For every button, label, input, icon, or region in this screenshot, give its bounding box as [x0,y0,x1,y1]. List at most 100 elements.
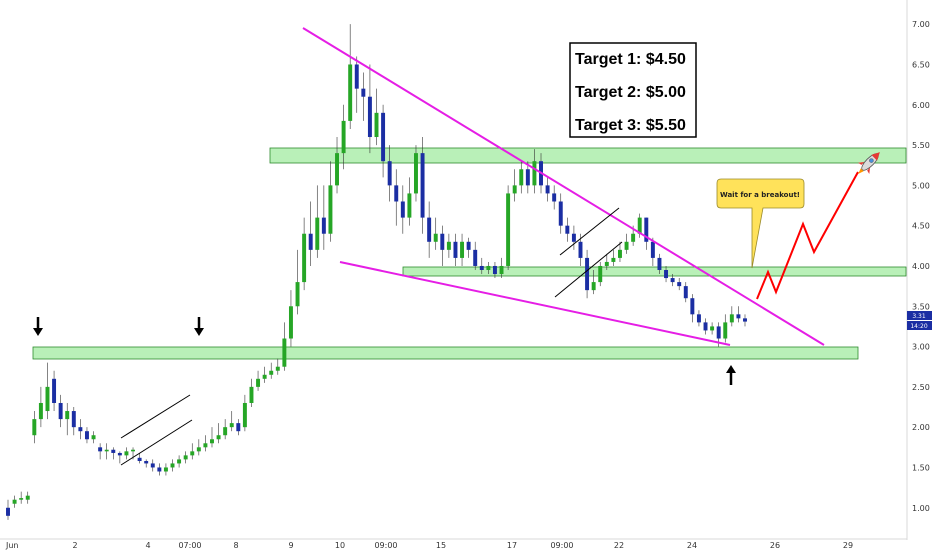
candle-body [414,153,418,194]
candle-body [45,386,50,412]
y-tick-label: 1.50 [912,463,930,472]
arrow-down-icon [194,317,204,336]
candle-body [598,265,603,283]
candle-body [525,169,530,186]
candle-body [52,378,57,403]
target-1-label: Target 1: $4.50 [575,51,686,68]
time-axis: Jun 2 4 07:00 8 9 10 09:00 15 17 09:00 22 24 26 29 [0,538,907,550]
candle-body [190,451,195,456]
candle-body [433,233,438,242]
candle-body [98,447,103,452]
candle-body [117,452,122,456]
y-tick-label: 2.00 [912,423,930,432]
candle-body [288,306,293,339]
wedge-upper-line [302,27,825,346]
candle-body [460,241,465,258]
x-tick-label: 26 [770,541,780,550]
wedge-lower-line [339,261,731,346]
y-tick-label: 2.50 [912,383,930,392]
candle-body [664,270,669,279]
y-tick-label: 4.00 [912,262,930,271]
candle-body [150,463,155,468]
candle-body [670,278,675,283]
candle-body [492,265,497,275]
candle-body [743,318,747,322]
candle-body [210,439,214,444]
candle-body [348,64,353,121]
arrow-down-icon [33,317,43,336]
candle-body [407,193,412,218]
candle-body [6,507,10,516]
x-tick-label: 9 [288,541,293,550]
x-tick-label: 8 [233,541,238,550]
candle-body [262,374,267,379]
x-tick-label: 10 [335,541,345,550]
candle-body [453,241,458,258]
targets-box: Target 1: $4.50 Target 2: $5.00 Target 3… [569,42,697,138]
candle-body [604,261,609,266]
y-tick-label: 5.50 [912,141,930,150]
candle-body [545,185,550,194]
support-zone [32,346,859,360]
candle-body [223,427,228,436]
candle-body [710,326,715,331]
candle-body [163,467,168,472]
channel2-upper-line [559,207,620,256]
candle-body [591,282,596,291]
candle-body [256,378,261,387]
x-tick-label: 09:00 [550,541,573,550]
candle-body [302,233,307,283]
candle-body [512,185,517,194]
candle-body [565,225,570,234]
candle-body [631,233,636,242]
candle-body [532,161,537,186]
candle-body [177,459,182,464]
candle-body [242,402,247,428]
candle-body [19,498,24,500]
candle-body [111,449,116,453]
candle-body [677,282,682,287]
channel1-lower-line [120,419,193,466]
candle-body [486,265,491,270]
candle-body [25,495,30,500]
callout-text: Wait for a breakout! [720,191,800,199]
candle-body [729,314,734,323]
candle-body [387,161,392,186]
time-badge-label: 14:20 [910,323,927,330]
candle-body [275,366,280,371]
projection-path [756,171,859,300]
candle-body [124,451,129,456]
candle-body [236,423,241,432]
candle-body [84,431,89,440]
candle-body [683,286,688,299]
x-tick-label: 4 [145,541,150,550]
y-tick-label: 1.00 [912,504,930,513]
candle-body [328,185,333,234]
candle-body [400,201,405,218]
candle-body [394,185,399,202]
candle-body [690,298,695,315]
channel2-lower-line [554,241,623,298]
candle-body [558,201,563,226]
candle-body [466,241,471,250]
candle-body [315,217,320,250]
candle-body [104,449,109,452]
candle-body [479,265,484,270]
y-tick-label: 3.00 [912,343,930,352]
candle-body [321,217,326,234]
candle-body [716,326,721,339]
candle-body [137,457,142,462]
price-badge-label: 3.31 [912,313,926,320]
candle-body [361,88,366,97]
candle-body [71,411,76,428]
candle-body [341,120,346,154]
candle-body [617,249,622,258]
candle-body [354,64,359,89]
breakout-zone [402,266,907,277]
candle-body [440,233,445,250]
candle-body [552,193,557,202]
candle-body [637,217,642,234]
candle-body [196,447,201,452]
